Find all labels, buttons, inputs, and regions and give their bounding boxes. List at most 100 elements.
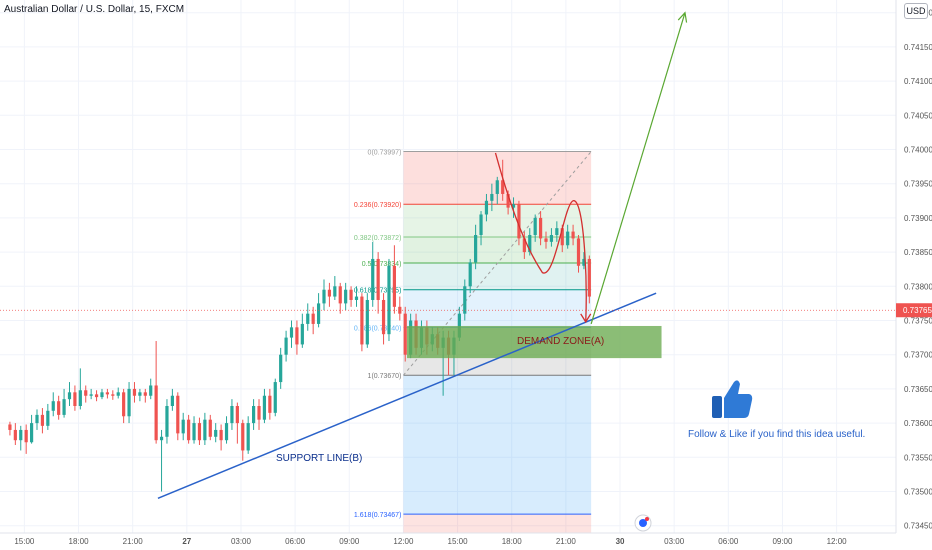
- candle-body: [533, 217, 537, 235]
- candle-body: [511, 204, 516, 208]
- candle-body: [94, 394, 99, 398]
- fib-level-label: 0.5(0.73834): [362, 261, 402, 268]
- candle-body: [208, 419, 212, 437]
- projection-arrow-head: [677, 11, 688, 23]
- candle-body: [138, 392, 142, 396]
- fib-zone: [403, 204, 592, 238]
- time-tick-label: 09:00: [772, 537, 793, 546]
- candle-body: [29, 423, 34, 443]
- candle-body: [327, 289, 332, 297]
- candle-body: [549, 235, 554, 242]
- candle-body: [13, 429, 17, 441]
- candle-body: [484, 200, 489, 215]
- price-tick-label: 0.73600: [904, 419, 932, 428]
- candle-body: [214, 429, 218, 437]
- candle-body: [84, 390, 88, 396]
- fib-zone: [403, 237, 592, 264]
- time-tick-label: 12:00: [393, 537, 414, 546]
- candle-body: [295, 327, 299, 345]
- candle-body: [311, 313, 315, 324]
- candle-body: [268, 395, 272, 413]
- candle-body: [544, 238, 548, 242]
- follow-text: Follow & Like if you find this idea usef…: [688, 429, 866, 440]
- price-tick-label: 0.74100: [904, 77, 932, 86]
- demand-zone-label: DEMAND ZONE(A): [517, 336, 605, 347]
- time-tick-label: 03:00: [231, 537, 252, 546]
- candle-body: [62, 399, 66, 415]
- candle-body: [300, 323, 304, 345]
- candle-body: [46, 410, 50, 426]
- candle-body: [365, 299, 369, 345]
- candle-body: [116, 392, 120, 396]
- candle-body: [192, 423, 196, 441]
- candle-body: [181, 419, 185, 434]
- candle-body: [57, 401, 61, 415]
- candle-body: [89, 394, 93, 396]
- candle-body: [344, 289, 348, 304]
- candle-body: [354, 296, 359, 300]
- candle-body: [376, 258, 380, 300]
- candle-body: [219, 429, 223, 441]
- candle-body: [51, 401, 55, 411]
- candle-body: [105, 392, 109, 395]
- time-tick-label: 21:00: [123, 537, 144, 546]
- price-tick-label: 0.74150: [904, 43, 932, 52]
- candle-body: [176, 395, 180, 434]
- candle-body: [203, 419, 207, 441]
- candle-body: [170, 395, 174, 406]
- candle-body: [495, 180, 499, 194]
- candle-body: [78, 390, 82, 406]
- candle-body: [40, 414, 45, 426]
- price-axis[interactable]: 0.742000.741500.741000.740500.740000.739…: [0, 0, 932, 533]
- price-tick-label: 0.73450: [904, 522, 932, 531]
- candle-body: [555, 228, 559, 235]
- candle-body: [257, 406, 261, 420]
- demand-zone: [407, 325, 662, 359]
- candle-body: [262, 395, 267, 420]
- candle-body: [132, 388, 137, 396]
- candle-body: [371, 258, 375, 300]
- candle-body: [35, 414, 39, 424]
- time-tick-label: 03:00: [664, 537, 685, 546]
- candle-body: [19, 429, 23, 441]
- candle-body: [73, 392, 77, 406]
- candle-body: [165, 406, 169, 437]
- candle-body: [566, 231, 570, 246]
- candle-body: [8, 424, 12, 430]
- candle-body: [241, 423, 245, 451]
- price-tick-label: 0.73550: [904, 453, 932, 462]
- candle-body: [587, 258, 591, 297]
- candle-body: [143, 392, 147, 396]
- candle-body: [67, 392, 72, 400]
- fib-level-label: 0.236(0.73920): [354, 202, 401, 209]
- fib-level-label: 0.786(0.73740): [354, 325, 401, 332]
- candle-body: [506, 193, 510, 208]
- last-price-tag: [896, 303, 932, 318]
- candle-body: [273, 382, 277, 413]
- candle-body: [571, 231, 575, 239]
- tradingview-logo-icon[interactable]: [634, 514, 652, 532]
- candle-body: [159, 436, 164, 441]
- fib-zone: [403, 514, 592, 533]
- price-tick-label: 0.73700: [904, 351, 932, 360]
- candle-body: [127, 388, 131, 417]
- support-line: [157, 292, 657, 500]
- price-tick-label: 0.73850: [904, 248, 932, 257]
- price-tick-label: 0.73750: [904, 317, 932, 326]
- candle-body: [100, 392, 104, 398]
- candle-body: [252, 406, 256, 424]
- price-tick-label: 0.73500: [904, 488, 932, 497]
- time-tick-label: 15:00: [448, 537, 469, 546]
- candle-body: [149, 385, 153, 396]
- candle-body: [197, 423, 202, 441]
- candle-body: [468, 262, 472, 287]
- drawings[interactable]: [157, 11, 688, 500]
- candle-body: [338, 286, 342, 304]
- time-axis[interactable]: 15:00 18:00 21:00 27 03:00 06:00 09:00 12:00 15:…: [0, 532, 896, 546]
- projection-arrow: [590, 12, 686, 325]
- candle-body: [522, 238, 526, 253]
- fib-level-label: 0(0.73997): [368, 150, 402, 157]
- currency-badge[interactable]: USD: [904, 3, 928, 19]
